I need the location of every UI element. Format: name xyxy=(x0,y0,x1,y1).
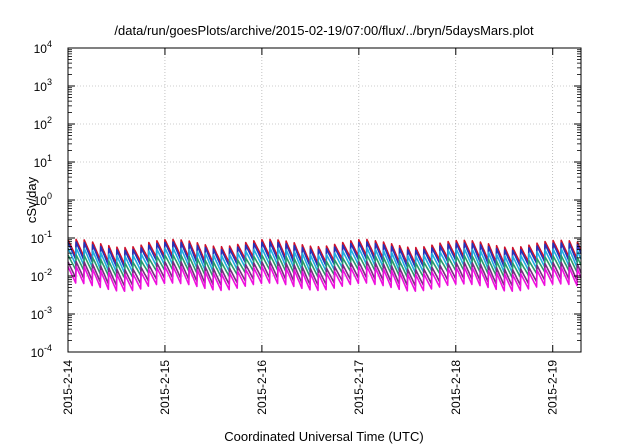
x-axis: 2015-2-14 2015-2-15 2015-2-16 2015-2-17 2015… xyxy=(61,48,560,415)
series-line-3 xyxy=(67,247,582,274)
series-line-5 xyxy=(67,260,582,287)
x-tick-label: 2015-2-19 xyxy=(546,360,560,415)
y-tick-label: 10-3 xyxy=(31,305,52,322)
y-tick-label: 10-1 xyxy=(31,229,52,246)
plot-frame xyxy=(67,47,582,353)
grid xyxy=(68,48,581,352)
y-tick-label: 10-4 xyxy=(31,343,52,360)
x-tick-label: 2015-2-16 xyxy=(255,360,269,415)
x-tick-label: 2015-2-17 xyxy=(352,360,366,415)
x-tick-label: 2015-2-14 xyxy=(61,360,75,415)
y-tick-label: 101 xyxy=(34,153,52,170)
y-tick-label: 102 xyxy=(34,115,52,132)
series-line-2 xyxy=(67,241,582,269)
y-tick-label: 10-2 xyxy=(31,267,52,284)
chart-title: /data/run/goesPlots/archive/2015-02-19/0… xyxy=(114,23,534,38)
series-line-4 xyxy=(67,254,582,279)
y-axis-label: cSv/day xyxy=(24,176,39,223)
x-axis-label: Coordinated Universal Time (UTC) xyxy=(224,429,423,444)
y-tick-label: 103 xyxy=(34,77,52,94)
series-group xyxy=(67,238,582,292)
series-line-6 xyxy=(67,265,582,292)
x-tick-label: 2015-2-15 xyxy=(158,360,172,415)
x-tick-label: 2015-2-18 xyxy=(449,360,463,415)
y-tick-label: 104 xyxy=(34,39,52,56)
